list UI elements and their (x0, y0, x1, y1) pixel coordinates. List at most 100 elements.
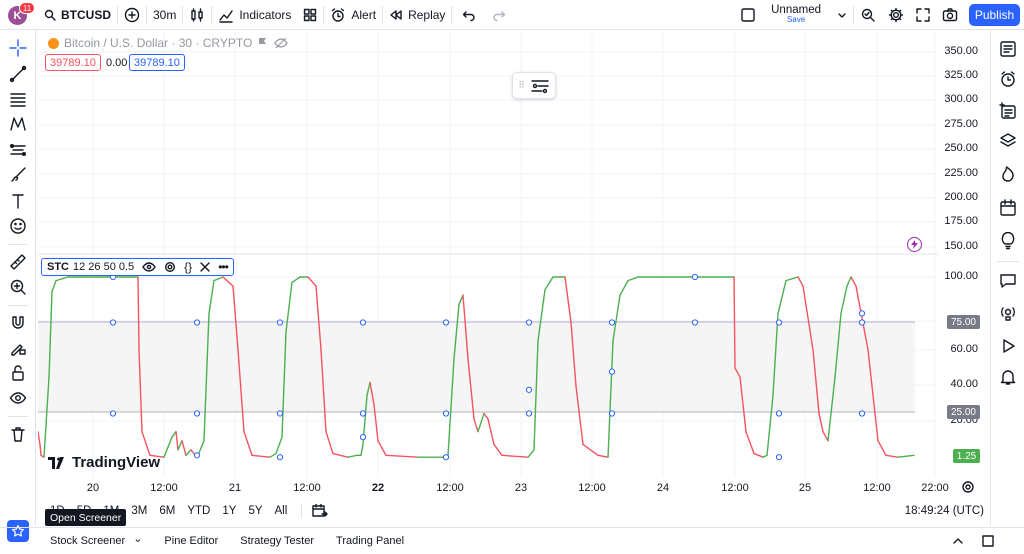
trend-line-tool[interactable] (7, 63, 29, 85)
selection-handle[interactable] (525, 386, 533, 393)
pattern-tool[interactable] (7, 113, 29, 135)
selection-handle[interactable] (858, 310, 866, 317)
favorites-button[interactable] (7, 520, 29, 542)
selection-handle[interactable] (525, 319, 533, 326)
selection-handle[interactable] (193, 410, 201, 417)
layout-select[interactable]: Unnamed Save (735, 0, 853, 30)
lock-drawings-tool[interactable] (7, 362, 29, 384)
selection-handle[interactable] (525, 410, 533, 417)
selection-handle[interactable] (691, 319, 699, 326)
range-button-ytd[interactable]: YTD (187, 505, 211, 517)
fullscreen-button[interactable] (910, 0, 936, 30)
selection-handle[interactable] (775, 410, 783, 417)
bottom-tab-stock-screener[interactable]: Stock Screener ⌄ (40, 528, 153, 554)
chart-area[interactable]: Bitcoin / U.S. Dollar · 30 · CRYPTO 3978… (38, 30, 990, 500)
close-icon[interactable] (200, 262, 210, 272)
bottom-tab-strategy-tester[interactable]: Strategy Tester (229, 528, 325, 554)
icon-tool[interactable] (7, 215, 29, 237)
text-tool[interactable] (7, 190, 29, 212)
range-button-6m[interactable]: 6M (159, 505, 176, 517)
fib-tool[interactable] (7, 88, 29, 110)
settings-button[interactable] (882, 0, 910, 30)
bottom-tab-pine-editor[interactable]: Pine Editor (153, 528, 229, 554)
range-button-all[interactable]: All (274, 505, 288, 517)
snapshot-button[interactable] (936, 0, 964, 30)
selection-handle[interactable] (608, 319, 616, 326)
streams-button[interactable] (997, 302, 1019, 324)
selection-handle[interactable] (276, 454, 284, 461)
chats-button[interactable] (997, 270, 1019, 292)
zoom-tool[interactable] (7, 276, 29, 298)
stay-in-drawing-tool[interactable] (7, 337, 29, 359)
selection-handle[interactable] (442, 454, 450, 461)
lightning-event-button[interactable] (907, 237, 922, 252)
selection-handles[interactable] (109, 273, 866, 461)
redo-button[interactable] (486, 0, 512, 30)
more-icon[interactable]: ••• (218, 260, 229, 274)
alert-button[interactable]: Alert (324, 0, 382, 30)
alerts-button[interactable] (997, 68, 1019, 90)
range-button-3m[interactable]: 3M (131, 505, 148, 517)
crosshair-tool[interactable] (7, 37, 29, 59)
quick-search-button[interactable] (854, 0, 882, 30)
selection-handle[interactable] (109, 319, 117, 326)
selection-handle[interactable] (193, 319, 201, 326)
bottom-tab-trading-panel[interactable]: Trading Panel (325, 528, 415, 554)
object-tree-float-button[interactable]: ⠿ (512, 72, 556, 99)
eye-hidden-icon[interactable] (274, 37, 288, 49)
templates-button[interactable] (297, 0, 323, 30)
compare-button[interactable] (118, 0, 146, 30)
stc-indicator-legend[interactable]: STC 12 26 50 0.5 {} ••• (41, 258, 234, 276)
brush-tool[interactable] (7, 164, 29, 186)
undo-button[interactable] (452, 0, 486, 30)
selection-handle[interactable] (608, 410, 616, 417)
symbol-search-button[interactable]: BTCUSD (38, 0, 117, 30)
chevron-up-icon[interactable] (952, 535, 964, 547)
calendar-button[interactable] (997, 197, 1019, 219)
selection-handle[interactable] (109, 410, 117, 417)
range-button-1y[interactable]: 1Y (222, 505, 237, 517)
selection-handle[interactable] (359, 319, 367, 326)
selection-handle[interactable] (276, 410, 284, 417)
chart-type-button[interactable] (183, 0, 211, 30)
selection-handle[interactable] (442, 410, 450, 417)
selection-handle[interactable] (442, 319, 450, 326)
replay-panel-button[interactable] (997, 335, 1019, 357)
maximize-icon[interactable] (982, 534, 994, 547)
magnet-tool[interactable] (7, 312, 29, 334)
layers-button[interactable] (997, 130, 1019, 152)
data-window-button[interactable] (997, 100, 1019, 122)
selection-handle[interactable] (193, 452, 201, 459)
forecast-tool[interactable] (7, 139, 29, 161)
gear-icon[interactable] (164, 261, 176, 273)
main-series-legend[interactable]: Bitcoin / U.S. Dollar · 30 · CRYPTO (48, 36, 288, 50)
remove-drawings-tool[interactable] (7, 423, 29, 445)
ideas-button[interactable] (997, 230, 1019, 252)
selection-handle[interactable] (858, 319, 866, 326)
indicators-button[interactable]: Indicators (212, 0, 297, 30)
notifications-button[interactable] (997, 366, 1019, 388)
selection-handle[interactable] (359, 434, 367, 441)
selection-handle[interactable] (608, 368, 616, 375)
clock-label[interactable]: 18:49:24 (UTC) (904, 505, 984, 517)
eye-icon[interactable] (142, 261, 156, 273)
axis-settings-icon[interactable] (961, 480, 975, 494)
source-code-icon[interactable]: {} (184, 260, 193, 274)
selection-handle[interactable] (359, 410, 367, 417)
replay-button[interactable]: Replay (383, 0, 451, 30)
selection-handle[interactable] (858, 410, 866, 417)
selection-handle[interactable] (691, 273, 699, 281)
publish-button[interactable]: Publish (969, 4, 1020, 26)
hotlists-button[interactable] (997, 163, 1019, 185)
interval-button[interactable]: 30m (147, 0, 182, 30)
chevron-down-icon[interactable]: ⌄ (133, 532, 143, 545)
watchlist-button[interactable] (997, 38, 1019, 60)
hide-drawings-tool[interactable] (7, 387, 29, 409)
go-to-date-icon[interactable] (312, 504, 328, 518)
ask-price[interactable]: 39789.10 (129, 54, 185, 71)
range-button-5y[interactable]: 5Y (248, 505, 263, 517)
selection-handle[interactable] (775, 319, 783, 326)
selection-handle[interactable] (775, 454, 783, 461)
selection-handle[interactable] (276, 319, 284, 326)
bid-price[interactable]: 39789.10 (45, 54, 101, 71)
